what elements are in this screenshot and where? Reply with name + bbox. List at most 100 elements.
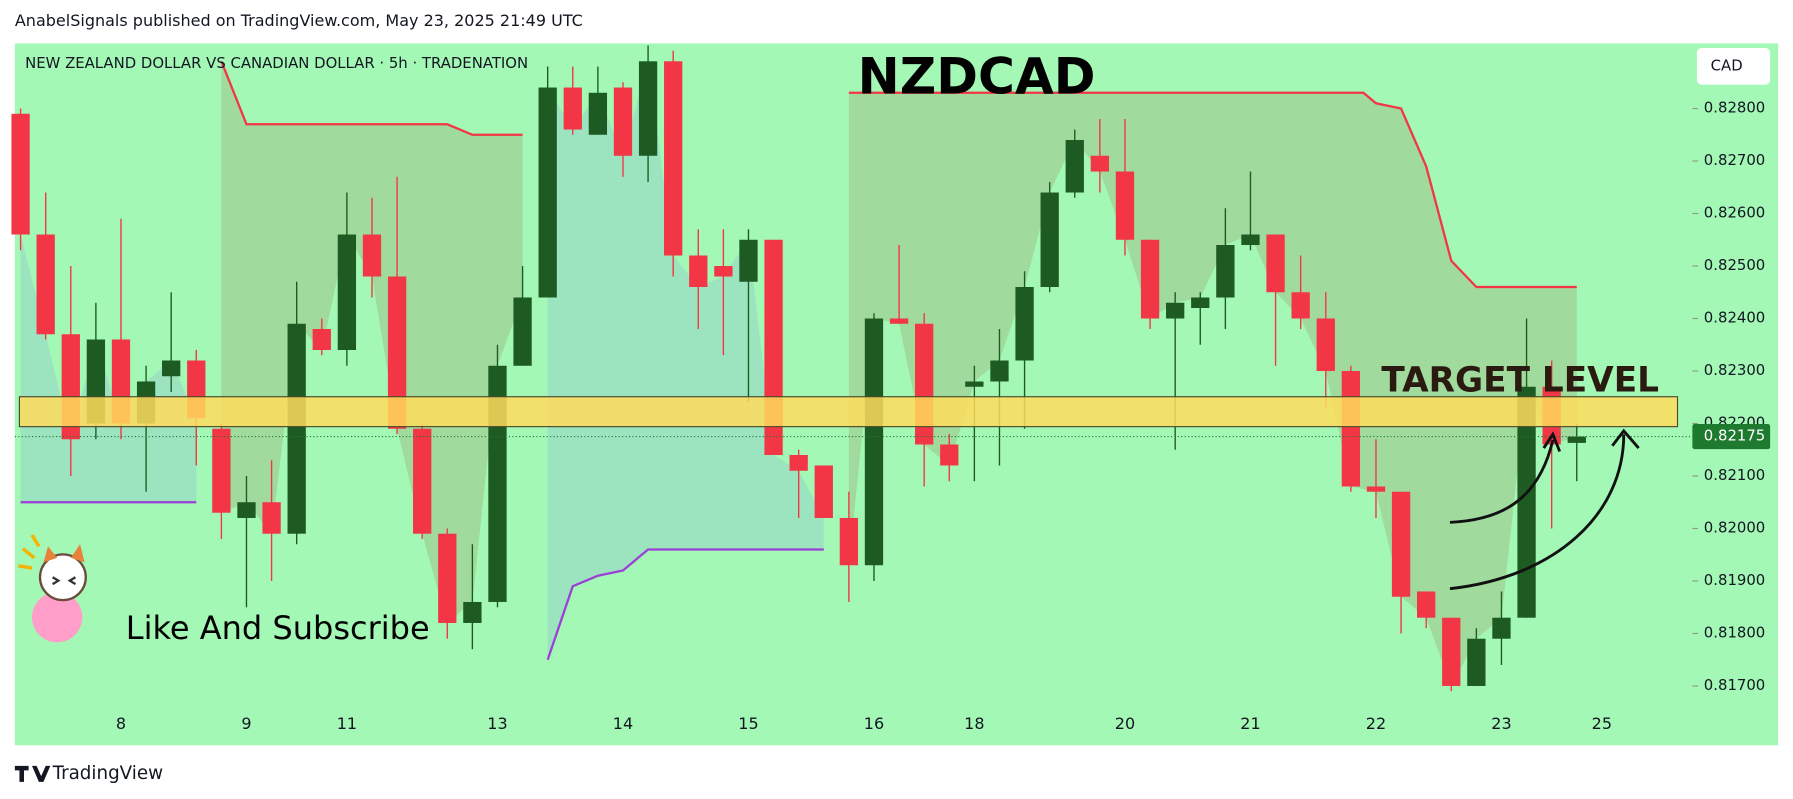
candle-body bbox=[638, 61, 658, 156]
annotation: Like And Subscribe bbox=[126, 609, 430, 647]
candle-body bbox=[1417, 591, 1436, 618]
y-tick-label: 0.82300 bbox=[1704, 361, 1765, 379]
candle-body bbox=[463, 601, 482, 623]
candle-body bbox=[36, 234, 55, 335]
overlays: 0.817000.818000.819000.820000.821000.822… bbox=[14, 60, 1771, 733]
x-tick-label: 20 bbox=[1115, 714, 1135, 733]
candle-body bbox=[1015, 287, 1034, 361]
plot-background bbox=[14, 43, 1779, 746]
candle-body bbox=[237, 502, 256, 518]
y-tick-label: 0.82800 bbox=[1704, 99, 1765, 117]
chart-title: NZDCAD bbox=[858, 47, 1096, 106]
y-tick-label: 0.82100 bbox=[1704, 466, 1765, 484]
candle-body bbox=[212, 428, 231, 513]
candle-body bbox=[513, 297, 532, 366]
x-tick-label: 23 bbox=[1491, 714, 1511, 733]
candle-body bbox=[362, 234, 382, 277]
y-tick-label: 0.82700 bbox=[1704, 151, 1765, 169]
candle-body bbox=[1517, 386, 1536, 618]
x-tick-label: 22 bbox=[1366, 714, 1386, 733]
candle-body bbox=[1391, 491, 1411, 597]
x-tick-label: 16 bbox=[864, 714, 884, 733]
candle-body bbox=[1366, 486, 1386, 492]
candle-body bbox=[1216, 245, 1235, 298]
candle-body bbox=[1266, 234, 1285, 293]
x-tick-label: 11 bbox=[337, 714, 357, 733]
target-zone bbox=[18, 396, 1679, 428]
candle-body bbox=[538, 87, 557, 298]
candle-body bbox=[262, 502, 281, 534]
y-tick-label: 0.82600 bbox=[1704, 204, 1765, 222]
x-tick-label: 15 bbox=[738, 714, 758, 733]
candle-body bbox=[1065, 140, 1084, 193]
upper-line bbox=[220, 60, 523, 136]
candle-body bbox=[1467, 638, 1486, 686]
candle-body bbox=[814, 465, 833, 518]
arrows bbox=[1449, 428, 1640, 591]
candle-body bbox=[1567, 436, 1586, 443]
candle-body bbox=[438, 533, 457, 623]
candle-body bbox=[739, 239, 758, 282]
x-tick-label: 8 bbox=[116, 714, 126, 733]
x-tick-label: 18 bbox=[964, 714, 984, 733]
candle-body bbox=[337, 234, 357, 350]
x-tick-label: 21 bbox=[1240, 714, 1260, 733]
candle-body bbox=[1442, 617, 1461, 686]
brand: TradingView bbox=[52, 763, 164, 784]
candle-body bbox=[664, 61, 683, 256]
candle-body bbox=[1341, 370, 1361, 487]
brand-logo bbox=[14, 765, 51, 782]
y-tick-label: 0.82400 bbox=[1704, 309, 1765, 327]
y-tick-label: 0.82000 bbox=[1704, 518, 1765, 536]
candle-body bbox=[1241, 234, 1260, 246]
candle-body bbox=[413, 428, 432, 534]
subtitle: NEW ZEALAND DOLLAR VS CANADIAN DOLLAR · … bbox=[25, 54, 528, 72]
candle-body bbox=[588, 92, 608, 135]
candle-body bbox=[1492, 617, 1511, 639]
candle-body bbox=[162, 360, 181, 377]
x-tick-label: 9 bbox=[241, 714, 251, 733]
target-label: TARGET LEVEL bbox=[1381, 360, 1659, 400]
y-tick-label: 0.82500 bbox=[1704, 256, 1765, 274]
candle-body bbox=[1191, 297, 1210, 309]
lower-line bbox=[546, 548, 824, 661]
currency: CAD bbox=[1711, 56, 1743, 74]
candle-body bbox=[1166, 302, 1185, 319]
currency-box[interactable] bbox=[1696, 48, 1771, 85]
mascot bbox=[18, 534, 87, 643]
candle-body bbox=[1040, 192, 1059, 288]
publisher-note: AnabelSignals published on TradingView.c… bbox=[15, 11, 583, 30]
channel-fill bbox=[221, 61, 523, 623]
candle-body bbox=[789, 454, 808, 471]
candle-body bbox=[990, 360, 1009, 382]
last-price-label: 0.82175 bbox=[1704, 427, 1765, 445]
candle-body bbox=[1090, 155, 1110, 172]
candle-body bbox=[940, 444, 959, 466]
last-price-box bbox=[1692, 424, 1771, 450]
x-tick-label: 13 bbox=[487, 714, 507, 733]
upper-line bbox=[848, 91, 1577, 289]
candle-body bbox=[864, 318, 884, 566]
candle-body bbox=[1115, 171, 1135, 240]
x-tick-label: 14 bbox=[613, 714, 633, 733]
candle-body bbox=[613, 87, 633, 156]
candle-body bbox=[11, 113, 30, 235]
y-tick-label: 0.81700 bbox=[1704, 676, 1765, 694]
y-tick-label: 0.81900 bbox=[1704, 571, 1765, 589]
candle-body bbox=[287, 323, 306, 534]
y-tick-label: 0.81800 bbox=[1704, 623, 1765, 641]
channel-fill bbox=[547, 61, 824, 660]
candle-body bbox=[563, 87, 582, 130]
candle-body bbox=[1140, 239, 1160, 319]
candle-body bbox=[312, 329, 331, 350]
x-tick-label: 25 bbox=[1592, 714, 1612, 733]
candle-body bbox=[689, 255, 708, 288]
candle-body bbox=[889, 318, 909, 324]
candle-body bbox=[714, 266, 733, 277]
candle-body bbox=[1291, 292, 1310, 319]
candle-body bbox=[965, 381, 984, 387]
candle-body bbox=[387, 276, 407, 429]
candle-body bbox=[839, 517, 859, 566]
